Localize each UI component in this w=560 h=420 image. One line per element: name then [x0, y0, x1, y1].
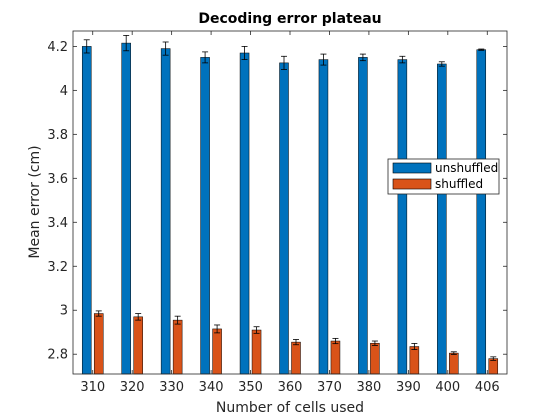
- error-bar-unshuffled-370: [320, 53, 327, 66]
- y-tick-label: 3.4: [47, 216, 68, 231]
- error-bar-shuffled-340: [214, 324, 221, 334]
- legend: unshuffled shuffled: [387, 158, 500, 195]
- error-bar-unshuffled-380: [359, 53, 366, 62]
- bar-unshuffled-310: [81, 46, 92, 375]
- error-bar-shuffled-350: [253, 326, 260, 334]
- error-bar-shuffled-360: [293, 339, 299, 346]
- error-bar-unshuffled-310: [83, 39, 90, 54]
- y-tick-label: 3: [60, 304, 68, 319]
- error-bar-shuffled-320: [135, 313, 142, 321]
- plot-frame: [72, 30, 508, 375]
- x-tick-label: 320: [120, 380, 145, 395]
- error-bar-shuffled-310: [95, 310, 102, 317]
- x-tick-label: 380: [356, 380, 381, 395]
- error-bar-shuffled-370: [332, 337, 339, 345]
- y-tick-label: 2.8: [47, 348, 68, 363]
- bar-shuffled-330: [172, 319, 183, 375]
- legend-swatch-shuffled: [392, 178, 432, 190]
- error-bar-unshuffled-390: [399, 55, 406, 64]
- bar-unshuffled-406: [476, 49, 487, 375]
- error-bar-unshuffled-330: [162, 41, 169, 56]
- error-bar-shuffled-390: [411, 343, 418, 350]
- legend-label-shuffled: shuffled: [435, 177, 483, 191]
- bar-shuffled-390: [409, 346, 420, 375]
- x-axis-label: Number of cells used: [216, 400, 364, 416]
- plot-area: [73, 31, 507, 374]
- x-tick-label: 406: [475, 380, 500, 395]
- bar-shuffled-340: [212, 328, 222, 375]
- x-tick-label: 400: [435, 380, 460, 395]
- bar-shuffled-310: [93, 313, 104, 375]
- legend-label-unshuffled: unshuffled: [435, 161, 498, 175]
- x-tick-label: 330: [159, 380, 184, 395]
- x-tick-label: 340: [199, 380, 224, 395]
- bars-layer: [81, 34, 499, 375]
- y-tick-label: 3.8: [47, 128, 68, 143]
- bar-shuffled-370: [330, 340, 341, 375]
- bar-shuffled-320: [133, 316, 143, 375]
- error-bar-unshuffled-400: [438, 61, 445, 67]
- bar-unshuffled-370: [318, 59, 329, 375]
- y-tick-label: 4: [60, 84, 68, 99]
- bar-unshuffled-350: [239, 52, 250, 375]
- y-tick-label: 3.6: [47, 172, 68, 187]
- bar-unshuffled-390: [397, 59, 408, 375]
- bar-unshuffled-380: [358, 57, 368, 375]
- x-tick-label: 370: [317, 380, 342, 395]
- bar-shuffled-360: [291, 341, 301, 375]
- bar-shuffled-380: [370, 342, 380, 375]
- error-bar-unshuffled-360: [281, 55, 287, 70]
- x-tick-label: 360: [278, 380, 303, 395]
- y-tick-label: 4.2: [47, 40, 68, 55]
- bar-shuffled-406: [488, 358, 499, 375]
- error-bar-shuffled-380: [371, 340, 378, 346]
- error-bar-shuffled-406: [490, 356, 497, 361]
- y-tick-label: 3.2: [47, 260, 68, 275]
- error-bar-unshuffled-406: [478, 48, 485, 51]
- ticks-layer: 310 320 330 340 350 360 370 380 390 400 406 2.8 3 3.2…: [47, 31, 507, 395]
- x-tick-label: 350: [238, 380, 263, 395]
- bar-unshuffled-360: [279, 62, 289, 375]
- bar-unshuffled-400: [437, 63, 447, 375]
- error-bar-shuffled-400: [450, 351, 457, 355]
- bar-unshuffled-330: [160, 48, 171, 375]
- bar-unshuffled-320: [121, 42, 131, 375]
- error-bar-unshuffled-320: [123, 34, 130, 52]
- x-tick-label: 390: [396, 380, 421, 395]
- x-tick-label: 310: [80, 380, 105, 395]
- error-bar-unshuffled-350: [241, 45, 248, 60]
- bar-shuffled-400: [449, 352, 459, 375]
- y-axis-label: Mean error (cm): [27, 145, 43, 258]
- chart-title: Decoding error plateau: [198, 11, 381, 27]
- error-bar-unshuffled-340: [202, 51, 209, 64]
- legend-swatch-unshuffled: [392, 162, 432, 174]
- error-bar-shuffled-330: [174, 315, 181, 325]
- bar-shuffled-350: [251, 329, 262, 375]
- bar-unshuffled-340: [200, 57, 210, 375]
